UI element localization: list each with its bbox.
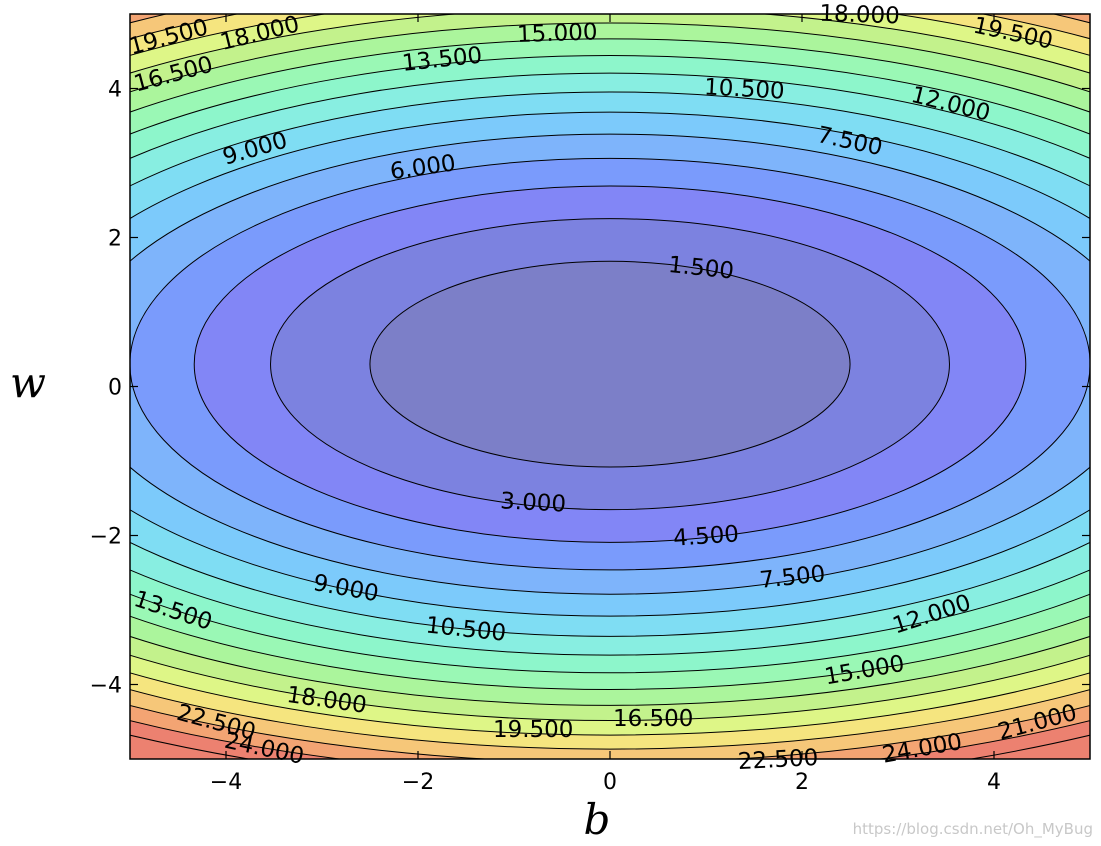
x-tick-label: −4 (210, 770, 242, 795)
contour-label-text: 15.000 (517, 19, 598, 48)
contour-line (193, 185, 1027, 543)
y-tick-label: −2 (90, 525, 122, 550)
y-tick-label: 4 (108, 78, 122, 103)
contour-label: 16.500 (613, 706, 693, 732)
contour-line (130, 55, 1090, 674)
y-tick-label: 0 (108, 376, 122, 401)
contour-label: 3.000 (500, 488, 567, 517)
y-tick-label: 2 (108, 227, 122, 252)
contour-line (130, 133, 1090, 595)
contour-label-text: 16.500 (613, 706, 693, 732)
contour-line (369, 260, 851, 468)
contour-label: 19.500 (493, 717, 573, 743)
contour-lines (130, 14, 1090, 759)
contour-label: 10.500 (703, 74, 785, 104)
x-axis-ticks: −4 −2 0 2 4 (210, 14, 1001, 795)
contour-line (130, 111, 1090, 617)
x-tick-label: 2 (795, 770, 809, 795)
y-axis-label: w (10, 358, 46, 407)
contour-label-text: 22.500 (737, 745, 819, 775)
contour-label: 4.500 (672, 521, 740, 552)
contour-fills (130, 14, 1090, 759)
contour-line (130, 14, 1090, 736)
contour-line (130, 157, 1090, 571)
contour-label-text: 3.000 (500, 488, 567, 517)
contour-label: 15.000 (517, 19, 598, 48)
contour-line (130, 72, 1090, 656)
contour-line (130, 14, 1090, 750)
x-axis-label: b (584, 795, 611, 844)
watermark: https://blog.csdn.net/Oh_MyBug (852, 820, 1093, 838)
contour-band (369, 261, 851, 468)
y-tick-label: −4 (90, 674, 122, 699)
x-tick-label: 0 (603, 770, 617, 795)
contour-line (270, 218, 950, 511)
contour-label-text: 19.500 (493, 717, 573, 743)
contour-line (130, 91, 1090, 637)
y-axis-ticks: −4 −2 0 2 4 (90, 78, 1090, 699)
contour-line (130, 22, 1090, 706)
contour-label-text: 4.500 (672, 521, 740, 552)
contour-line (130, 14, 1090, 721)
x-tick-label: −2 (402, 770, 434, 795)
contour-label: 22.500 (737, 745, 819, 775)
contour-label-text: 10.500 (703, 74, 785, 104)
x-tick-label: 4 (987, 770, 1001, 795)
contour-label-text: 18.000 (819, 1, 900, 30)
contour-line (130, 38, 1090, 690)
contour-label: 18.000 (819, 1, 900, 30)
